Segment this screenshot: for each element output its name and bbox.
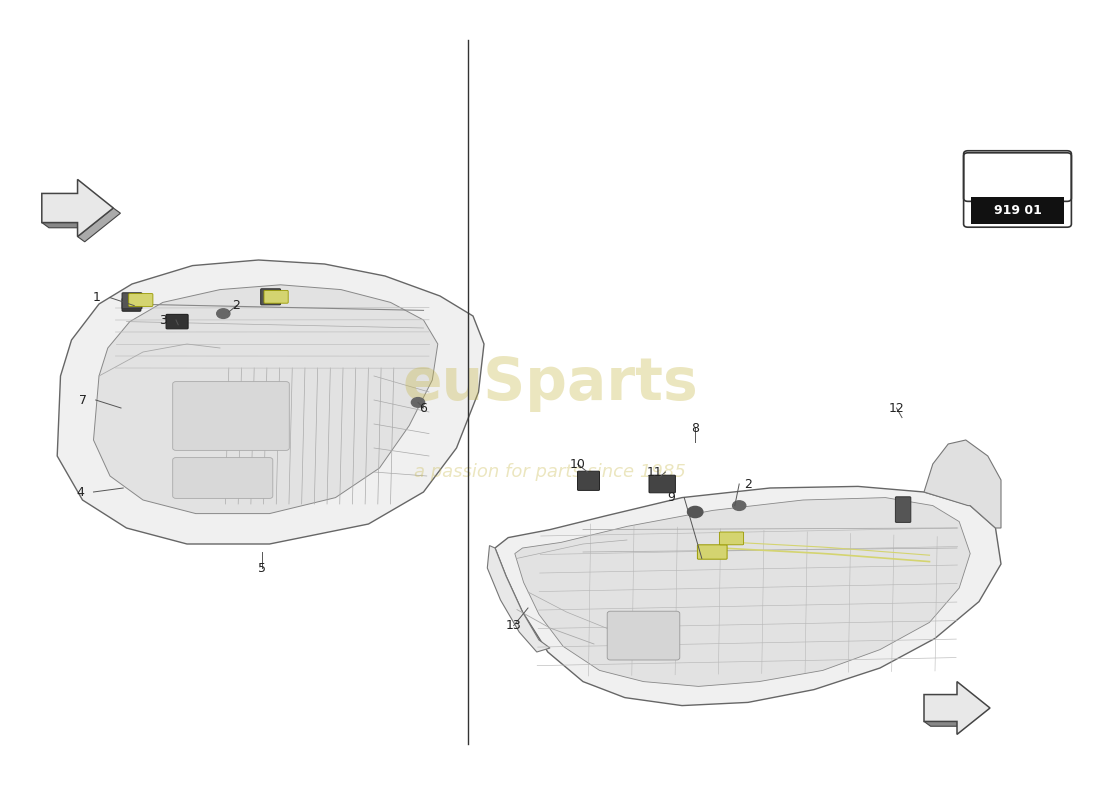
Text: 13: 13 bbox=[506, 619, 521, 632]
FancyBboxPatch shape bbox=[649, 475, 675, 493]
FancyBboxPatch shape bbox=[578, 471, 600, 490]
Text: euSparts: euSparts bbox=[403, 355, 697, 413]
Circle shape bbox=[217, 309, 230, 318]
Polygon shape bbox=[42, 222, 85, 228]
Polygon shape bbox=[42, 179, 113, 237]
Text: 10: 10 bbox=[570, 458, 585, 470]
Text: 12: 12 bbox=[889, 402, 904, 414]
FancyBboxPatch shape bbox=[719, 532, 744, 545]
FancyBboxPatch shape bbox=[122, 293, 142, 309]
FancyBboxPatch shape bbox=[697, 545, 727, 559]
Polygon shape bbox=[487, 546, 550, 652]
Polygon shape bbox=[924, 722, 964, 726]
Text: a passion for parts since 1985: a passion for parts since 1985 bbox=[414, 463, 686, 481]
Text: 2: 2 bbox=[744, 478, 752, 490]
Text: 5: 5 bbox=[257, 562, 266, 574]
FancyBboxPatch shape bbox=[173, 382, 289, 450]
Polygon shape bbox=[57, 260, 484, 544]
FancyBboxPatch shape bbox=[122, 298, 141, 311]
Polygon shape bbox=[924, 440, 1001, 528]
Text: 7: 7 bbox=[78, 394, 87, 406]
FancyBboxPatch shape bbox=[129, 294, 153, 306]
Text: 1: 1 bbox=[92, 291, 101, 304]
FancyBboxPatch shape bbox=[264, 290, 288, 303]
Polygon shape bbox=[495, 486, 1001, 706]
Circle shape bbox=[688, 506, 703, 518]
FancyBboxPatch shape bbox=[895, 497, 911, 522]
FancyBboxPatch shape bbox=[964, 150, 1071, 202]
Text: 919 01: 919 01 bbox=[993, 204, 1042, 217]
Circle shape bbox=[411, 398, 425, 407]
Text: 9: 9 bbox=[667, 491, 675, 504]
Polygon shape bbox=[924, 682, 990, 734]
Text: 3: 3 bbox=[158, 314, 167, 326]
FancyBboxPatch shape bbox=[261, 289, 280, 305]
Polygon shape bbox=[94, 285, 438, 514]
FancyBboxPatch shape bbox=[173, 458, 273, 498]
Text: 11: 11 bbox=[647, 466, 662, 478]
FancyBboxPatch shape bbox=[607, 611, 680, 660]
Text: 2: 2 bbox=[232, 299, 241, 312]
Text: 4: 4 bbox=[76, 486, 85, 498]
Polygon shape bbox=[515, 498, 970, 686]
Polygon shape bbox=[77, 208, 121, 242]
Circle shape bbox=[733, 501, 746, 510]
FancyBboxPatch shape bbox=[166, 314, 188, 329]
Text: 8: 8 bbox=[691, 422, 700, 434]
Bar bbox=[971, 197, 1064, 224]
Text: 6: 6 bbox=[419, 402, 428, 414]
